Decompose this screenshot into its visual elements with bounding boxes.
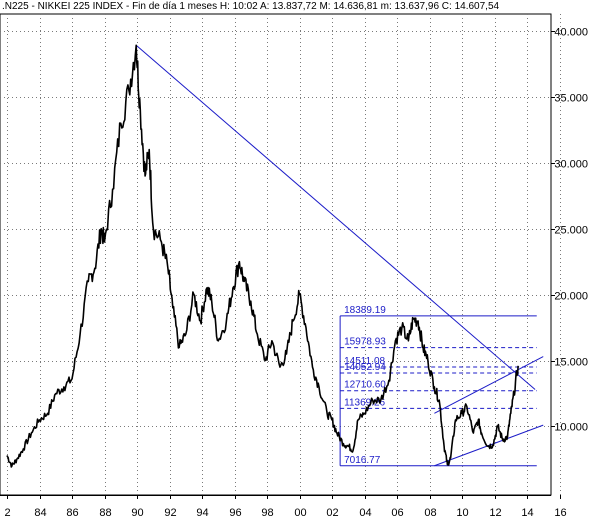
y-tick-label: 40.000 [554,27,588,39]
nikkei-price-line [6,44,519,468]
x-tick-label: 86 [66,507,78,519]
x-tick-label: 84 [34,507,46,519]
y-tick-label: 15.000 [554,357,588,369]
fib-level-label: 15978.93 [344,337,386,348]
x-tick-label: 98 [261,507,273,519]
y-tick-label: 35.000 [554,93,588,105]
header-m-value: 14.636,81 [333,1,378,12]
fib-level-label: 14052.94 [344,362,386,373]
header-period: Fin de día 1 meses [132,1,218,12]
x-tick-label: 08 [424,507,436,519]
x-tick-label: 92 [164,507,176,519]
x-tick-label: 16 [554,507,566,519]
y-tick-label: 20.000 [554,291,588,303]
x-tick-label: 12 [489,507,501,519]
fib-level-label: 11369.26 [344,397,385,408]
y-tick-label: 30.000 [554,159,588,171]
y-tick-label: 10.000 [554,422,588,434]
y-axis: 10.000 15.000 20.000 25.000 30.000 35.000 40.0… [551,27,588,434]
header-h-value: 10:02 [232,1,258,12]
trendline[interactable] [434,356,544,414]
header-c-value: 14.607,54 [454,1,500,12]
x-tick-label: 14 [521,507,533,519]
x-tick-label: 90 [131,507,143,519]
x-axis: 2 84 86 88 90 92 94 96 98 00 02 04 06 08 10 12 14 16 [4,495,567,519]
x-tick-label: 10 [456,507,468,519]
x-tick-label: 04 [359,507,371,519]
fib-level-label: 18389.19 [344,305,386,316]
price-series [6,44,519,468]
x-tick-label: 02 [326,507,338,519]
fib-level-label: 12710.60 [344,380,386,391]
plot-area-frame [0,13,552,496]
trendline[interactable] [135,44,536,390]
header-min-label: m: [380,1,392,12]
fib-level-label: 7016.77 [344,455,381,466]
x-tick-label: 06 [391,507,403,519]
header-c-label: C: [441,1,452,12]
chart-header: .N225 - NIKKEI 225 INDEX - Fin de día 1 … [2,1,500,12]
y-tick-label: 25.000 [554,225,588,237]
x-tick-label: 00 [294,507,306,519]
header-a-label: A: [259,1,270,12]
header-a-value: 13.837,72 [272,1,317,12]
header-min-value: 13.637,96 [394,1,440,12]
gridlines [0,14,561,495]
header-symbol: .N225 [2,1,29,12]
fib-level-label: 14511.08 [344,356,385,367]
x-tick-label: 94 [196,507,208,519]
x-tick-label: 96 [229,507,241,519]
header-m-label: M: [319,1,331,12]
header-name: NIKKEI 225 INDEX [37,1,124,12]
x-tick-label: 2 [4,507,10,519]
x-tick-label: 88 [99,507,111,519]
header-h-label: H: [219,1,230,12]
